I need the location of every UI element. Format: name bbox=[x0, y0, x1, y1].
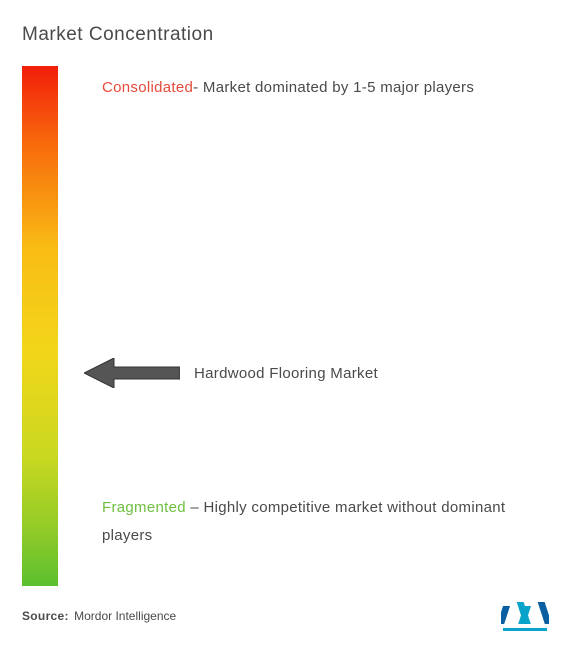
consolidated-text: - Market dominated by 1-5 major players bbox=[193, 79, 474, 96]
fragmented-annotation: Fragmented – Highly competitive market w… bbox=[102, 494, 531, 550]
market-label: Hardwood Flooring Market bbox=[194, 365, 378, 382]
page-title: Market Concentration bbox=[22, 24, 549, 46]
source-value: Mordor Intelligence bbox=[74, 609, 176, 623]
arrow-left-icon bbox=[84, 358, 180, 388]
diagram-area: Consolidated- Market dominated by 1-5 ma… bbox=[22, 66, 549, 586]
source-text: Source: Mordor Intelligence bbox=[22, 609, 176, 623]
market-marker: Hardwood Flooring Market bbox=[84, 358, 378, 388]
consolidated-key: Consolidated bbox=[102, 79, 193, 96]
footer: Source: Mordor Intelligence bbox=[22, 600, 549, 632]
mordor-logo-icon bbox=[501, 600, 549, 632]
consolidated-annotation: Consolidated- Market dominated by 1-5 ma… bbox=[102, 74, 531, 102]
fragmented-key: Fragmented bbox=[102, 499, 186, 516]
source-label: Source: bbox=[22, 609, 69, 623]
